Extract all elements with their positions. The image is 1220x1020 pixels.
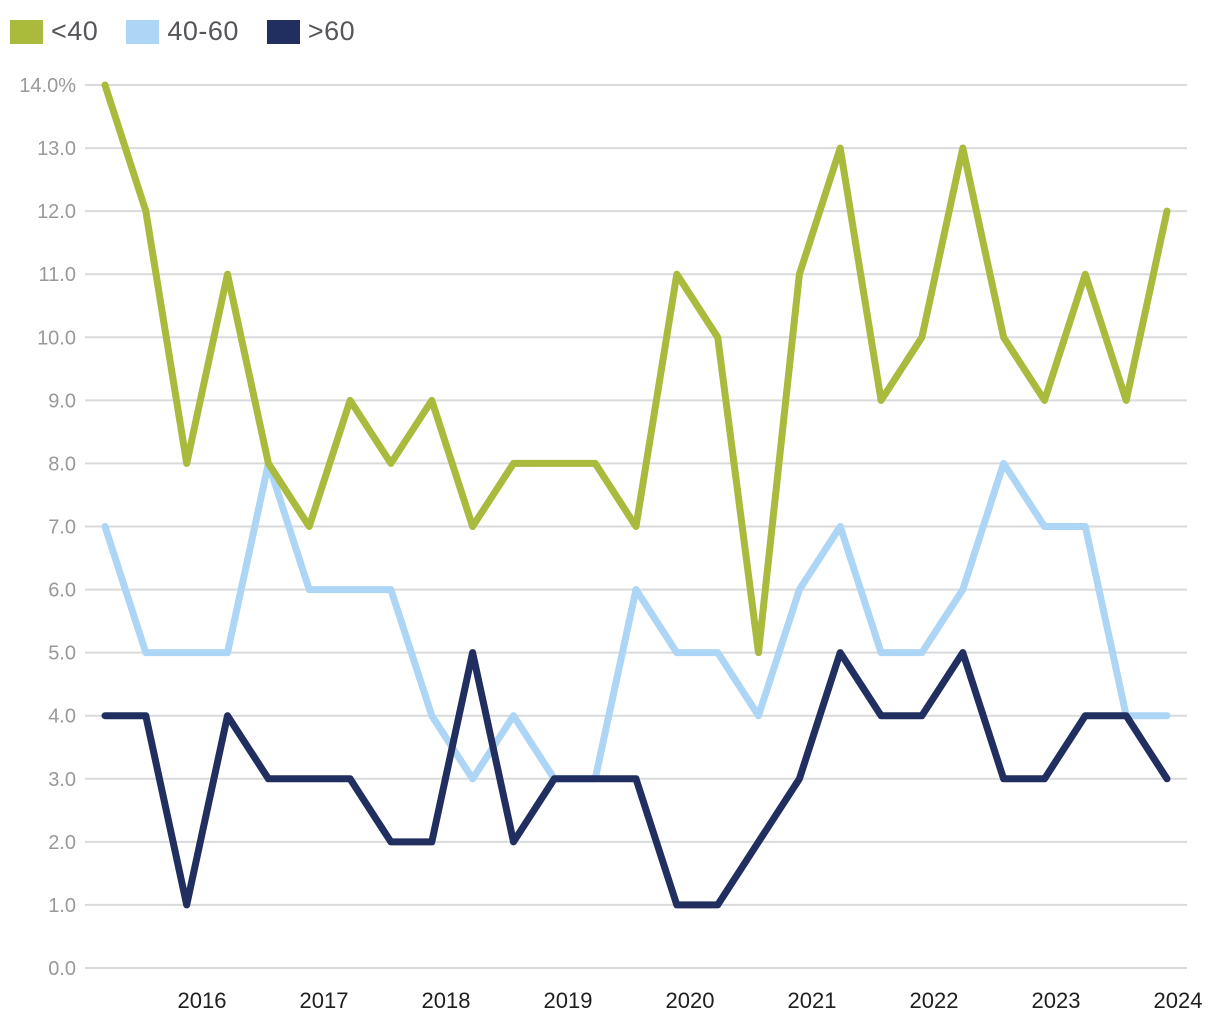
series-line-40-60 xyxy=(101,459,1171,783)
y-tick-label: 0.0 xyxy=(48,958,76,980)
y-tick-label: 5.0 xyxy=(48,643,76,665)
legend-item-<40: <40 xyxy=(10,16,98,47)
y-tick-label: 11.0 xyxy=(39,264,76,286)
legend-item-40-60: 40-60 xyxy=(126,16,239,47)
x-tick-label-year: 2023 xyxy=(1032,988,1081,1013)
x-tick-label-year: 2018 xyxy=(422,988,471,1013)
legend-swatch-icon xyxy=(10,19,43,44)
y-tick-label: 12.0 xyxy=(37,201,76,223)
legend-label: >60 xyxy=(307,16,356,46)
y-tick-label: 10.0 xyxy=(37,327,76,349)
y-tick-label: 3.0 xyxy=(48,769,76,791)
x-tick-label-year: 2019 xyxy=(544,988,593,1013)
x-axis-labels: 2016 2017 2018 2019 2020 2021 2022 2023 2024 xyxy=(178,988,1203,1013)
y-tick-label: 7.0 xyxy=(48,517,76,539)
x-tick-label-year: 2024 xyxy=(1154,988,1203,1013)
y-tick-label: 8.0 xyxy=(48,453,76,475)
series-lines xyxy=(101,81,1171,909)
legend-swatch-icon xyxy=(266,19,300,44)
x-tick-label-year: 2022 xyxy=(910,988,959,1013)
legend-label: 40-60 xyxy=(167,16,239,46)
series-line->60 xyxy=(101,649,1171,909)
y-tick-label: 2.0 xyxy=(48,832,76,854)
y-axis-labels: 14.0% 13.0 12.0 11.0 10.0 9.0 8.0 7.0 6.0 5.0 4.0 3… xyxy=(19,75,76,980)
x-tick-label-year: 2016 xyxy=(178,988,227,1013)
legend: <40 40-60 >60 xyxy=(10,16,355,47)
legend-swatch-icon xyxy=(126,19,160,44)
legend-label: <40 xyxy=(51,16,99,46)
y-tick-label: 1.0 xyxy=(48,895,76,917)
y-tick-label: 4.0 xyxy=(48,706,76,728)
series-line-<40 xyxy=(101,81,1171,657)
y-tick-label: 13.0 xyxy=(37,138,76,160)
y-tick-label: 9.0 xyxy=(48,390,76,412)
y-tick-label: 6.0 xyxy=(48,580,76,602)
x-tick-label-year: 2020 xyxy=(666,988,715,1013)
x-tick-label-year: 2021 xyxy=(788,988,837,1013)
y-tick-label: 14.0% xyxy=(19,75,76,97)
legend-item->60: >60 xyxy=(266,16,356,47)
x-tick-label-year: 2017 xyxy=(300,988,349,1013)
